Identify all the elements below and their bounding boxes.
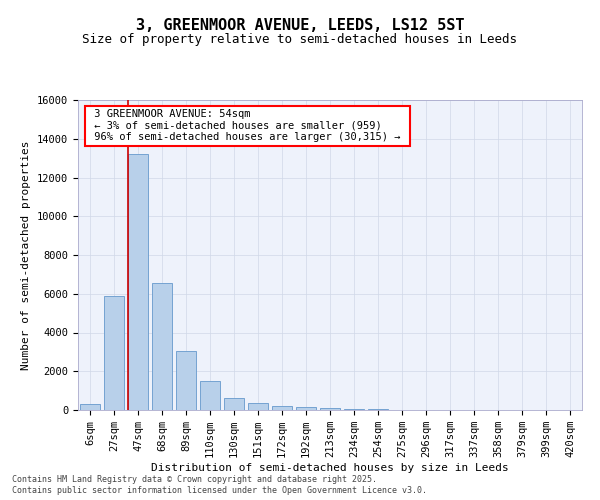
Text: Contains HM Land Registry data © Crown copyright and database right 2025.: Contains HM Land Registry data © Crown c… (12, 475, 377, 484)
Bar (296, 408, 316, 410)
Bar (128, 154, 148, 410)
X-axis label: Distribution of semi-detached houses by size in Leeds: Distribution of semi-detached houses by … (151, 463, 509, 473)
Text: 3, GREENMOOR AVENUE, LEEDS, LS12 5ST: 3, GREENMOOR AVENUE, LEEDS, LS12 5ST (136, 18, 464, 32)
Text: 3 GREENMOOR AVENUE: 54sqm 
 ← 3% of semi-detached houses are smaller (959) 
 96%: 3 GREENMOOR AVENUE: 54sqm ← 3% of semi-d… (88, 110, 407, 142)
Bar (200, 381, 220, 410)
Bar (320, 408, 340, 410)
Text: Contains public sector information licensed under the Open Government Licence v3: Contains public sector information licen… (12, 486, 427, 495)
Bar (344, 409, 364, 410)
Bar (272, 406, 292, 410)
Text: Size of property relative to semi-detached houses in Leeds: Size of property relative to semi-detach… (83, 32, 517, 46)
Bar (176, 351, 196, 410)
Bar (104, 296, 124, 410)
Bar (248, 403, 268, 410)
Bar (224, 398, 244, 410)
Bar (80, 404, 100, 410)
Y-axis label: Number of semi-detached properties: Number of semi-detached properties (22, 140, 31, 370)
Bar (152, 283, 172, 410)
